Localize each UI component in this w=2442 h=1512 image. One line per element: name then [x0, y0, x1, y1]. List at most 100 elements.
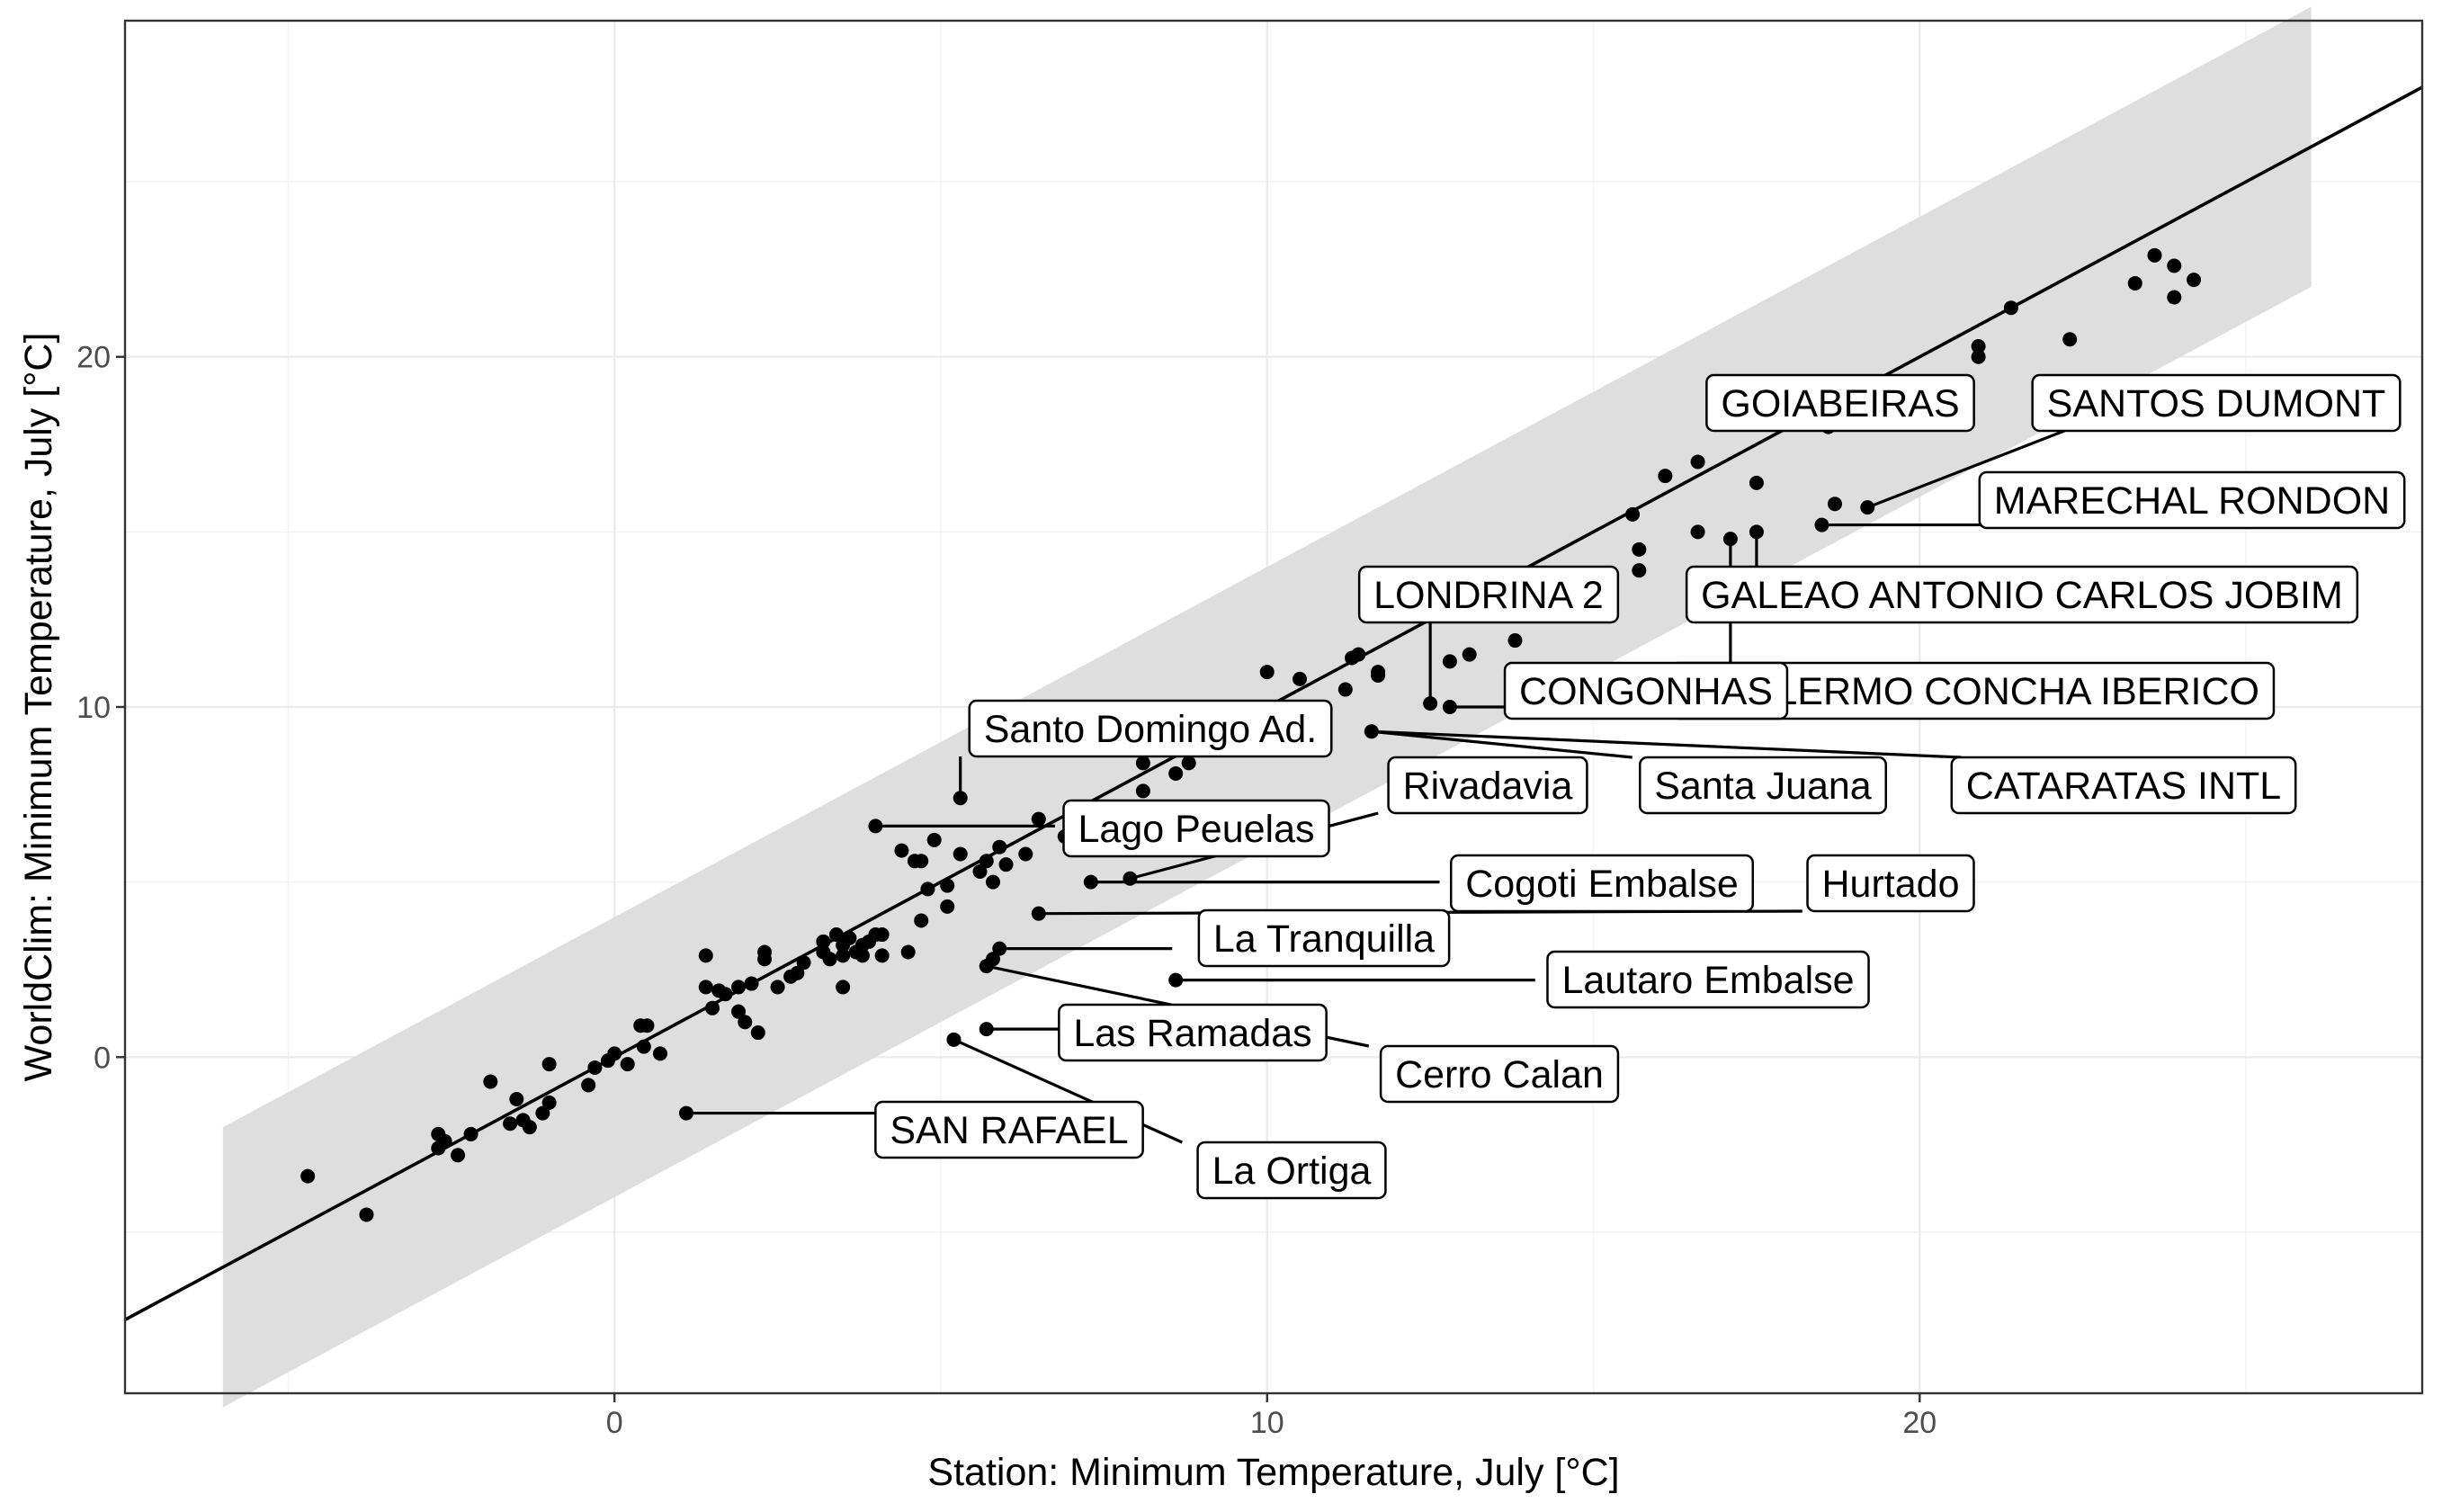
data-point — [2062, 332, 2078, 347]
data-point — [1018, 846, 1033, 862]
data-point — [1364, 724, 1379, 739]
label-text: CATARATAS INTL — [1966, 765, 2281, 808]
data-point — [2167, 258, 2182, 273]
label-leader — [1866, 429, 2065, 509]
data-point — [581, 1078, 596, 1093]
label-box — [1379, 1044, 1620, 1104]
label-box — [2031, 373, 2402, 433]
label-box — [1387, 756, 1588, 815]
data-point — [972, 863, 988, 879]
data-point — [979, 854, 994, 869]
label-box — [1197, 908, 1451, 968]
point-label: Santa Juana — [1639, 756, 1887, 815]
x-tick-label: 10 — [1250, 1406, 1284, 1440]
data-point — [718, 987, 733, 1002]
data-point — [1442, 654, 1457, 669]
data-point — [816, 934, 831, 949]
point-label: Lago Peuelas — [1062, 799, 1330, 858]
point-label: GOIABEIRAS — [1705, 373, 1975, 433]
data-point — [451, 1148, 466, 1163]
data-point — [1123, 871, 1138, 886]
data-point — [836, 980, 851, 995]
data-point — [463, 1126, 479, 1141]
data-point — [509, 1092, 524, 1106]
data-point — [2003, 300, 2018, 316]
data-point — [796, 955, 811, 971]
data-point — [926, 832, 942, 847]
label-box — [1503, 661, 1789, 720]
point-label: La Tranquilla — [1197, 908, 1451, 968]
data-point — [828, 927, 844, 943]
label-box — [1685, 565, 2359, 624]
point-label: Santo Domingo Ad. — [968, 699, 1333, 758]
label-leader — [1371, 729, 1632, 759]
y-tick-label: 10 — [76, 691, 111, 725]
data-point — [541, 1057, 557, 1072]
data-point — [946, 1032, 962, 1047]
point-label: GALEAO ANTONIO CARLOS JOBIM — [1685, 565, 2359, 624]
y-tick-label: 0 — [94, 1041, 111, 1075]
point-label: Hurtado — [1806, 854, 1975, 913]
point-label: MARECHAL RONDON — [1978, 470, 2406, 530]
data-point — [940, 899, 955, 914]
data-point — [2187, 273, 2202, 288]
y-axis-title: WorldClim: Minimum Temperature, July [°C… — [17, 333, 60, 1082]
data-point — [914, 854, 929, 869]
data-point — [1168, 972, 1184, 988]
data-point — [822, 952, 837, 967]
data-point — [1462, 647, 1477, 662]
data-point — [790, 965, 805, 980]
data-point — [992, 941, 1007, 956]
label-text: LONDRINA 2 — [1373, 574, 1604, 617]
data-point — [1168, 765, 1184, 781]
data-point — [359, 1207, 374, 1222]
label-box — [1062, 799, 1330, 858]
data-point — [1442, 700, 1457, 714]
data-point — [953, 791, 968, 806]
label-text: La Ortiga — [1212, 1150, 1372, 1193]
data-point — [854, 948, 870, 963]
label-text: Hurtado — [1822, 863, 1960, 906]
data-point — [1293, 671, 1308, 686]
label-box — [1546, 950, 1870, 1009]
data-point — [678, 1105, 693, 1121]
label-box — [968, 699, 1333, 758]
label-text: Cogoti Embalse — [1465, 863, 1739, 906]
y-tick-label: 20 — [76, 341, 111, 375]
label-text: Santo Domingo Ad. — [984, 708, 1318, 751]
data-point — [1749, 475, 1764, 490]
x-axis-title: Station: Minimum Temperature, July [°C] — [927, 1451, 1619, 1494]
data-point — [1625, 506, 1641, 522]
data-point — [1814, 517, 1829, 532]
data-point — [1971, 339, 1986, 354]
data-point — [1135, 783, 1150, 799]
data-point — [1971, 349, 1986, 364]
data-point — [874, 948, 890, 963]
data-point — [607, 1046, 622, 1061]
label-text: Cerro Calan — [1395, 1053, 1604, 1096]
data-point — [698, 948, 713, 963]
data-point — [1031, 906, 1046, 921]
data-point — [705, 1000, 720, 1015]
point-label: Cogoti Embalse — [1449, 854, 1755, 913]
x-tick-label: 20 — [1902, 1406, 1937, 1440]
label-box — [1058, 1003, 1328, 1062]
point-label: Cerro Calan — [1379, 1044, 1620, 1104]
label-box — [1705, 373, 1975, 433]
label-text: MARECHAL RONDON — [1994, 479, 2390, 523]
data-point — [541, 1095, 557, 1110]
data-point — [1632, 563, 1647, 578]
data-point — [1827, 497, 1842, 512]
label-text: Lautaro Embalse — [1561, 959, 1854, 1002]
label-box — [1449, 854, 1755, 913]
data-point — [986, 874, 1001, 890]
data-point — [836, 948, 851, 963]
data-point — [953, 846, 968, 862]
label-text: SANTOS DUMONT — [2047, 382, 2386, 425]
data-point — [620, 1057, 635, 1072]
label-box — [1196, 1141, 1387, 1200]
data-point — [1135, 756, 1150, 771]
point-label: CONGONHAS — [1503, 661, 1789, 720]
data-point — [503, 1116, 518, 1132]
label-text: Santa Juana — [1654, 765, 1872, 808]
